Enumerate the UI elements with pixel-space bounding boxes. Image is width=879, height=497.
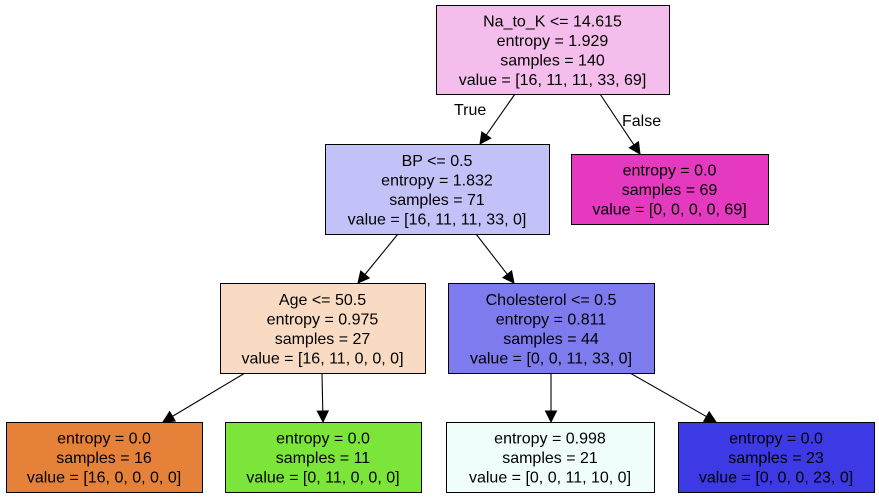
node-text-line: value = [16, 0, 0, 0, 0] [27, 470, 181, 487]
node-text-line: value = [0, 11, 0, 0, 0] [246, 470, 399, 487]
node-text-line: entropy = 0.0 [729, 431, 823, 448]
node-box [571, 154, 769, 225]
node-text-line: value = [0, 0, 11, 33, 0] [470, 350, 632, 367]
node-text-line: Cholesterol <= 0.5 [486, 292, 617, 309]
edge-n3-n6 [316, 372, 330, 424]
node-text-line: entropy = 0.0 [57, 431, 151, 448]
node-box [446, 422, 655, 493]
node-text-line: entropy = 0.0 [623, 163, 717, 180]
edge-n4-n7 [544, 373, 558, 424]
node-box [325, 144, 550, 235]
nodes-layer: Na_to_K <= 14.615 entropy = 1.929 samples … [6, 5, 875, 493]
node-text-line: samples = 16 [56, 450, 152, 467]
tree-node-n5: entropy = 0.0 samples = 16 value = [16, 0,… [6, 422, 203, 493]
arrowhead-icon [162, 410, 177, 423]
node-text-line: BP <= 0.5 [402, 153, 473, 170]
node-text-line: entropy = 1.832 [381, 172, 493, 189]
tree-node-n8: entropy = 0.0 samples = 23 value = [0, 0, … [678, 422, 875, 493]
node-box [220, 283, 426, 374]
edges-layer: True False [162, 93, 717, 424]
arrowhead-icon [501, 270, 515, 284]
node-text-line: samples = 69 [622, 182, 718, 199]
node-text-line: samples = 11 [276, 450, 371, 467]
node-text-line: value = [0, 0, 11, 10, 0] [469, 470, 631, 487]
node-box [436, 5, 670, 95]
arrowhead-icon [628, 140, 641, 155]
tree-node-n7: entropy = 0.998 samples = 21 value = [0, 0… [446, 422, 655, 493]
node-text-line: entropy = 1.929 [497, 33, 609, 50]
tree-node-n4: Cholesterol <= 0.5 entropy = 0.811 samples… [448, 283, 655, 374]
tree-node-n2: entropy = 0.0 samples = 69 value = [0, 0, … [571, 154, 769, 225]
edge-n0-n1: True [454, 93, 516, 145]
edge-n1-n4 [475, 233, 515, 284]
node-text-line: value = [16, 11, 11, 33, 0] [348, 211, 527, 228]
node-text-line: samples = 27 [275, 331, 371, 348]
node-text-line: samples = 71 [389, 192, 485, 209]
node-box [448, 283, 655, 374]
edge-line [599, 93, 635, 146]
node-text-line: samples = 44 [503, 331, 599, 348]
node-text-line: Age <= 50.5 [279, 292, 366, 309]
edge-line [364, 233, 399, 275]
edge-line [485, 93, 516, 136]
edge-label-true: True [454, 102, 486, 119]
edge-label-false: False [622, 113, 661, 130]
node-box [6, 422, 203, 493]
edge-line [629, 372, 707, 418]
arrowhead-icon [702, 410, 717, 423]
edge-line [172, 372, 246, 417]
node-text-line: Na_to_K <= 14.615 [483, 13, 622, 30]
arrowhead-icon [544, 410, 558, 424]
node-text-line: entropy = 0.0 [276, 431, 370, 448]
node-text-line: entropy = 0.975 [267, 311, 379, 328]
node-box [225, 422, 422, 493]
edge-n0-n2: False [599, 93, 661, 155]
edge-n4-n8 [629, 372, 717, 423]
node-text-line: value = [16, 11, 0, 0, 0] [241, 350, 403, 367]
tree-node-n0: Na_to_K <= 14.615 entropy = 1.929 samples … [436, 5, 670, 95]
node-text-line: samples = 23 [728, 450, 824, 467]
node-text-line: entropy = 0.998 [494, 431, 606, 448]
arrowhead-icon [479, 130, 492, 145]
node-box [678, 422, 875, 493]
node-text-line: samples = 140 [500, 52, 605, 69]
node-text-line: entropy = 0.811 [496, 311, 607, 328]
arrowhead-icon [357, 270, 371, 284]
edge-n3-n5 [162, 372, 246, 423]
arrowhead-icon [316, 410, 330, 424]
tree-node-n3: Age <= 50.5 entropy = 0.975 samples = 27 va… [220, 283, 426, 374]
node-text-line: samples = 21 [502, 450, 598, 467]
edge-line [321, 372, 324, 412]
node-text-line: value = [0, 0, 0, 23, 0] [699, 470, 853, 487]
edge-line [475, 233, 508, 275]
node-text-line: value = [0, 0, 0, 0, 69] [592, 202, 746, 219]
edge-n1-n3 [357, 233, 399, 284]
tree-node-n6: entropy = 0.0 samples = 11 value = [0, 11,… [225, 422, 422, 493]
node-text-line: value = [16, 11, 11, 33, 69] [459, 72, 647, 89]
tree-node-n1: BP <= 0.5 entropy = 1.832 samples = 71 valu… [325, 144, 550, 235]
